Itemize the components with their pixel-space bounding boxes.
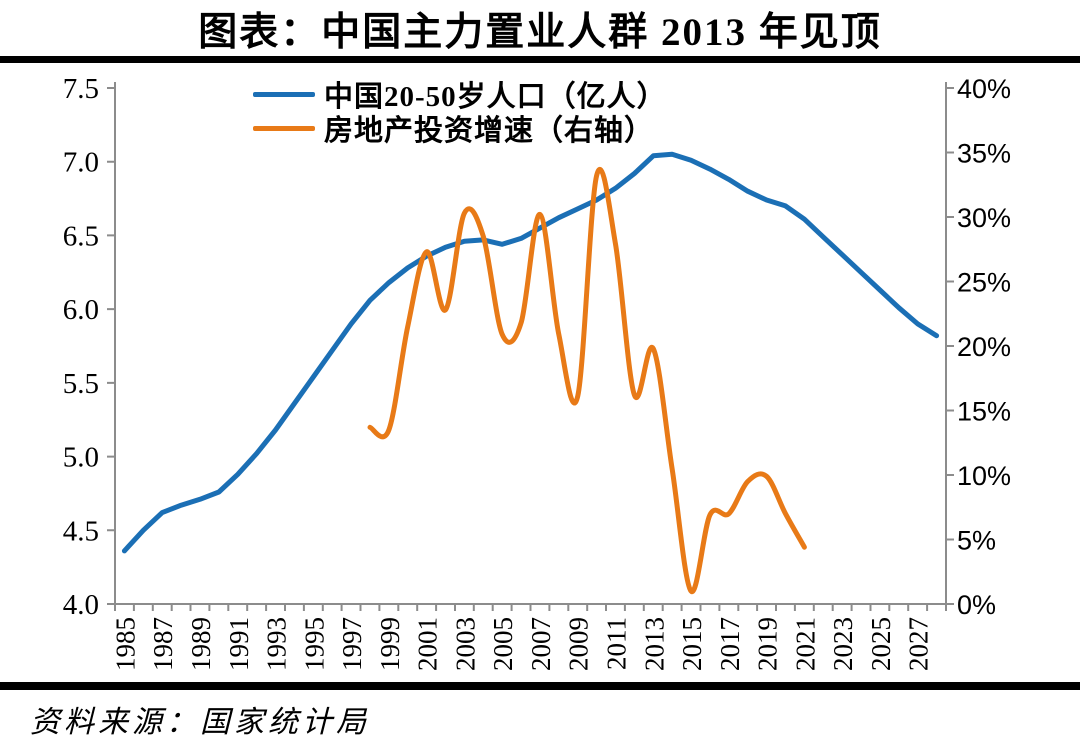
legend: 中国20-50岁人口（亿人） 房地产投资增速（右轴） xyxy=(253,77,667,147)
population-line-swatch xyxy=(253,91,315,97)
population-series-line xyxy=(121,151,940,554)
legend-item-population: 中国20-50岁人口（亿人） xyxy=(253,77,667,113)
left-axis-tick-label: 5.0 xyxy=(63,442,99,474)
chart-title: 图表：中国主力置业人群 2013 年见顶 xyxy=(198,11,882,54)
x-axis-tick-label: 2013 xyxy=(639,617,669,671)
x-axis-tick-label: 2021 xyxy=(790,617,820,671)
x-axis-tick-label: 2007 xyxy=(526,617,556,671)
x-axis-tick-label: 2027 xyxy=(904,617,934,671)
x-axis-tick-label: 1989 xyxy=(186,617,216,671)
left-axis-tick-label: 6.5 xyxy=(63,220,99,252)
x-axis-tick-label: 2003 xyxy=(450,617,480,671)
right-axis-tick-label: 10% xyxy=(957,461,1011,491)
x-axis-tick-label: 2005 xyxy=(488,617,518,671)
right-axis-tick-label: 15% xyxy=(957,397,1011,427)
left-axis-tick-label: 7.5 xyxy=(63,73,99,105)
investment-series-line xyxy=(367,166,807,594)
x-axis-tick-label: 2011 xyxy=(602,617,632,670)
left-axis-tick-label: 6.0 xyxy=(63,294,99,326)
x-axis-tick-label: 1995 xyxy=(299,617,329,671)
right-axis-tick-label: 35% xyxy=(957,139,1011,169)
x-axis-tick-label: 2015 xyxy=(677,617,707,671)
left-axis-tick-label: 5.5 xyxy=(63,368,99,400)
legend-label-population: 中国20-50岁人口（亿人） xyxy=(324,81,667,113)
x-axis-tick-label: 2009 xyxy=(564,617,594,671)
legend-label-investment: 房地产投资增速（右轴） xyxy=(324,115,655,147)
right-axis-tick-label: 0% xyxy=(957,590,996,620)
x-axis-tick-label: 1999 xyxy=(375,617,405,671)
x-axis-tick-label: 1991 xyxy=(224,617,254,671)
right-axis-tick-label: 40% xyxy=(957,74,1011,104)
legend-item-investment: 房地产投资增速（右轴） xyxy=(253,111,667,147)
bottom-rule xyxy=(0,682,1080,690)
top-rule xyxy=(0,56,1080,63)
x-axis-tick-label: 2001 xyxy=(413,617,443,671)
left-axis-tick-label: 4.0 xyxy=(63,589,99,621)
axes-and-ticks xyxy=(107,82,954,611)
right-axis-tick-label: 30% xyxy=(957,203,1011,233)
right-axis-tick-label: 25% xyxy=(957,268,1011,298)
x-axis-tick-label: 1985 xyxy=(110,617,140,671)
source-note: 资料来源：国家统计局 xyxy=(30,706,370,739)
x-axis-tick-label: 2025 xyxy=(866,617,896,671)
x-axis-tick-label: 2023 xyxy=(828,617,858,671)
right-axis-tick-label: 5% xyxy=(957,526,996,556)
left-axis-tick-label: 4.5 xyxy=(63,515,99,547)
x-axis-tick-label: 1993 xyxy=(262,617,292,671)
x-axis-tick-label: 1987 xyxy=(148,617,178,671)
right-axis-tick-label: 20% xyxy=(957,332,1011,362)
investment-line-swatch xyxy=(253,125,315,131)
left-axis-tick-label: 7.0 xyxy=(63,147,99,179)
x-axis-tick-label: 1997 xyxy=(337,617,367,671)
x-axis-tick-label: 2019 xyxy=(753,617,783,671)
x-axis-tick-label: 2017 xyxy=(715,617,745,671)
